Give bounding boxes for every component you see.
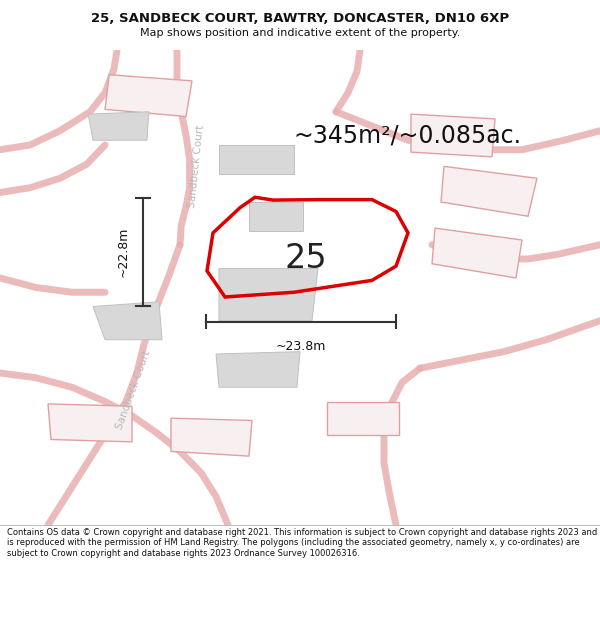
Polygon shape <box>216 352 300 388</box>
Text: Contains OS data © Crown copyright and database right 2021. This information is : Contains OS data © Crown copyright and d… <box>7 528 598 558</box>
Text: ~22.8m: ~22.8m <box>116 227 130 277</box>
Polygon shape <box>441 166 537 216</box>
Polygon shape <box>432 228 522 278</box>
Polygon shape <box>327 401 399 435</box>
Text: Sandbeck Court: Sandbeck Court <box>114 349 152 431</box>
Text: Sandbeck Court: Sandbeck Court <box>187 124 205 208</box>
Text: 25, SANDBECK COURT, BAWTRY, DONCASTER, DN10 6XP: 25, SANDBECK COURT, BAWTRY, DONCASTER, D… <box>91 12 509 26</box>
Polygon shape <box>105 75 192 116</box>
Polygon shape <box>88 112 149 140</box>
Polygon shape <box>219 145 294 174</box>
Text: Map shows position and indicative extent of the property.: Map shows position and indicative extent… <box>140 28 460 38</box>
Text: 25: 25 <box>284 241 328 274</box>
Text: ~23.8m: ~23.8m <box>276 340 326 352</box>
Polygon shape <box>171 418 252 456</box>
Polygon shape <box>249 202 303 231</box>
Polygon shape <box>48 404 132 442</box>
Polygon shape <box>411 114 495 157</box>
Text: ~345m²/~0.085ac.: ~345m²/~0.085ac. <box>294 124 522 148</box>
Polygon shape <box>93 302 162 340</box>
Polygon shape <box>219 269 318 321</box>
